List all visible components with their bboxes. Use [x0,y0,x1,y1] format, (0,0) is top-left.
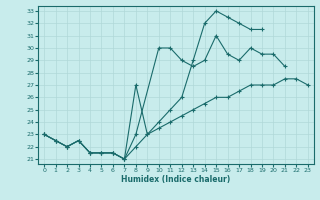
X-axis label: Humidex (Indice chaleur): Humidex (Indice chaleur) [121,175,231,184]
